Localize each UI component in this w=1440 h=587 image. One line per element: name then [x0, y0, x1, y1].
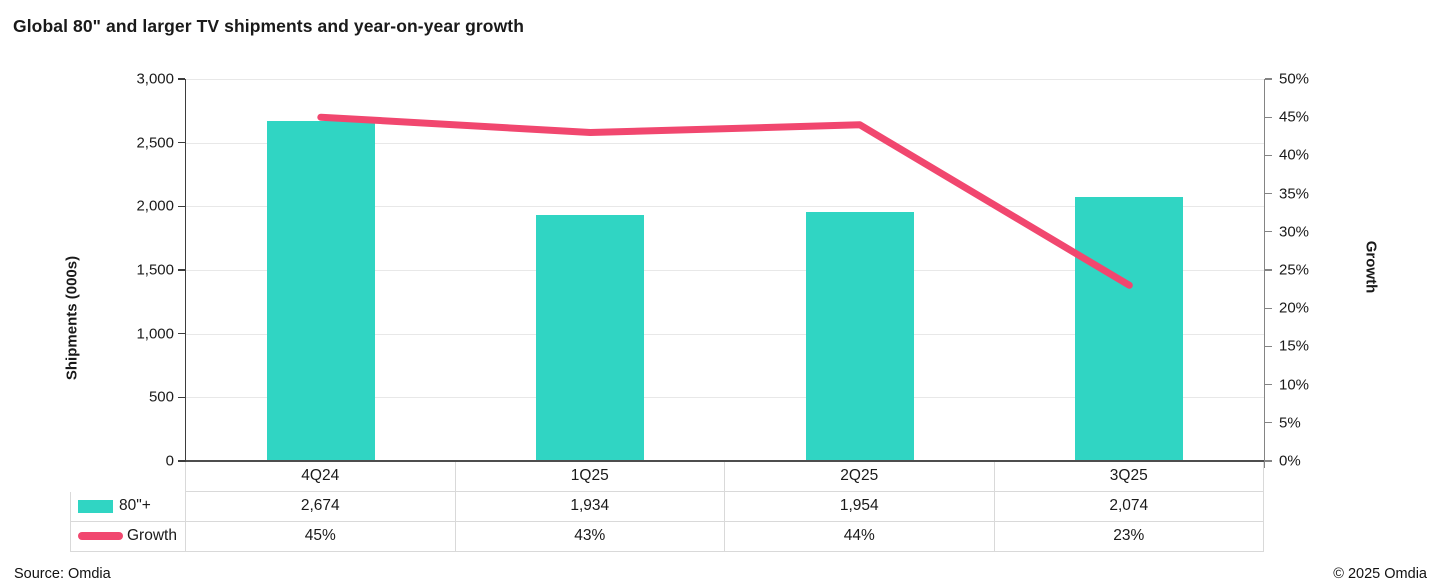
line-series-swatch-icon — [78, 532, 123, 541]
y-right-tick-mark — [1265, 460, 1272, 462]
y-left-tick-mark — [178, 269, 185, 271]
legend-item-shipments: 80"+ — [70, 491, 186, 522]
table-value-growth: 45% — [186, 521, 456, 553]
source-note: Source: Omdia — [14, 566, 111, 582]
y-right-tick-label: 45% — [1279, 108, 1310, 126]
y-right-tick-mark — [1265, 345, 1272, 348]
bar-1Q25 — [536, 214, 645, 461]
gridline — [186, 270, 1264, 271]
y-right-tick-label: 20% — [1279, 299, 1310, 317]
table-value-growth: 23% — [994, 521, 1264, 553]
category-header: 3Q25 — [994, 461, 1264, 492]
copyright-note: © 2025 Omdia — [1333, 566, 1427, 582]
data-table: 4Q24 1Q25 2Q25 3Q25 80"+ 2,674 1,934 1,9… — [70, 461, 1264, 553]
table-value-growth: 44% — [725, 521, 995, 553]
chart-title: Global 80" and larger TV shipments and y… — [13, 16, 525, 36]
growth-line-series — [317, 113, 1133, 289]
gridline — [186, 397, 1264, 399]
y-right-tick-label: 35% — [1279, 185, 1310, 203]
y-left-tick-mark — [178, 205, 185, 208]
gridline — [186, 79, 1264, 80]
y-right-tick-mark — [1265, 231, 1272, 233]
y-left-tick-mark — [178, 141, 185, 144]
gridline — [186, 333, 1264, 335]
bar-series-swatch-icon — [78, 499, 113, 513]
table-value-shipments: 1,934 — [455, 491, 725, 522]
y-right-tick-label: 0% — [1279, 452, 1301, 470]
y-left-tick-label: 1,000 — [136, 325, 174, 343]
y-right-tick-mark — [1265, 154, 1272, 157]
y-left-tick-label: 3,000 — [136, 70, 174, 88]
growth-line — [317, 113, 1133, 289]
y-left-tick-label: 500 — [148, 388, 174, 406]
bar-3Q25 — [1075, 196, 1184, 461]
y-right-tick-label: 25% — [1279, 261, 1310, 279]
gridline — [186, 142, 1264, 144]
category-header: 1Q25 — [455, 461, 725, 492]
category-header: 4Q24 — [186, 461, 456, 492]
table-corner-cell — [70, 461, 186, 492]
y-left-tick-label: 2,000 — [136, 197, 174, 215]
y-left-tick-mark — [178, 396, 185, 399]
table-value-shipments: 2,074 — [994, 491, 1264, 522]
y-left-tick-label: 0 — [165, 452, 174, 470]
legend-item-growth: Growth — [70, 521, 186, 553]
y-left-tick-mark — [178, 78, 185, 80]
bar-2Q25 — [805, 212, 914, 461]
table-value-shipments: 1,954 — [725, 491, 995, 522]
y-axis-right-line — [1263, 79, 1265, 468]
y-left-tick-mark — [178, 332, 185, 335]
y-right-tick-mark — [1265, 78, 1272, 80]
plot-area — [186, 79, 1264, 461]
y-right-tick-label: 5% — [1279, 414, 1301, 432]
gridline — [186, 206, 1264, 208]
category-header: 2Q25 — [725, 461, 995, 492]
y-axis-right-title: Growth — [1362, 240, 1380, 294]
y-right-tick-label: 40% — [1279, 146, 1310, 164]
y-right-tick-mark — [1265, 422, 1272, 424]
legend-label-shipments: 80"+ — [119, 497, 151, 515]
y-right-tick-mark — [1265, 116, 1272, 118]
y-axis-left-title: Shipments (000s) — [63, 255, 81, 381]
table-value-shipments: 2,674 — [186, 491, 456, 522]
bar-4Q24 — [266, 120, 375, 461]
y-left-tick-mark — [178, 460, 185, 462]
x-axis-line — [186, 460, 1264, 462]
y-left-tick-label: 1,500 — [136, 261, 174, 279]
y-right-tick-label: 30% — [1279, 223, 1310, 241]
y-right-tick-label: 10% — [1279, 376, 1310, 394]
y-axis-left-line — [184, 79, 186, 462]
y-right-tick-mark — [1265, 383, 1272, 386]
y-left-tick-label: 2,500 — [136, 134, 174, 152]
y-right-tick-label: 50% — [1279, 70, 1310, 88]
legend-label-growth: Growth — [127, 527, 177, 545]
table-value-growth: 43% — [455, 521, 725, 553]
y-right-tick-mark — [1265, 192, 1272, 195]
y-right-tick-label: 15% — [1279, 337, 1310, 355]
y-right-tick-mark — [1265, 269, 1272, 271]
y-right-tick-mark — [1265, 307, 1272, 309]
